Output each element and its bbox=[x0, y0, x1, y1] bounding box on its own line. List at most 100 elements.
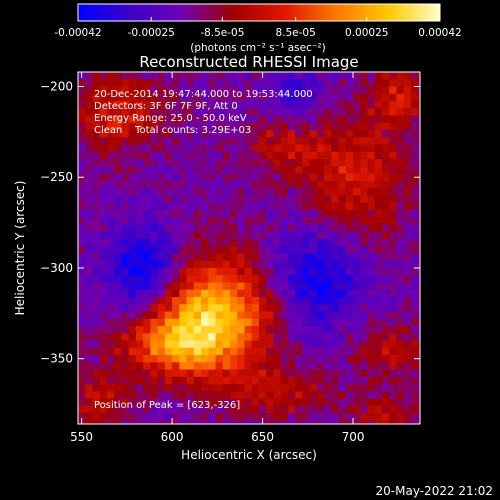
heatmap-cell bbox=[360, 188, 369, 196]
heatmap-cell bbox=[208, 253, 217, 262]
heatmap-cell bbox=[186, 122, 195, 131]
heatmap-cell bbox=[150, 202, 159, 211]
heatmap-cell bbox=[353, 101, 361, 109]
heatmap-cell bbox=[287, 282, 296, 291]
heatmap-cell bbox=[99, 304, 108, 313]
heatmap-cell bbox=[374, 405, 383, 414]
heatmap-cell bbox=[367, 159, 376, 167]
heatmap-cell bbox=[338, 188, 347, 196]
heatmap-cell bbox=[331, 420, 340, 424]
heatmap-cell bbox=[222, 209, 231, 218]
heatmap-cell bbox=[316, 398, 325, 407]
heatmap-cell bbox=[186, 202, 195, 211]
heatmap-cell bbox=[179, 384, 188, 392]
heatmap-cell bbox=[186, 304, 195, 313]
heatmap-cell bbox=[157, 405, 166, 414]
heatmap-cell bbox=[295, 195, 303, 204]
heatmap-cell bbox=[389, 362, 398, 371]
heatmap-cell bbox=[114, 180, 123, 189]
heatmap-cell bbox=[157, 202, 166, 211]
heatmap-cell bbox=[244, 413, 253, 421]
heatmap-cell bbox=[157, 173, 166, 182]
heatmap-cell bbox=[425, 137, 433, 145]
heatmap-cell bbox=[287, 311, 296, 320]
heatmap-cell bbox=[157, 130, 166, 138]
heatmap-cell bbox=[266, 209, 275, 218]
heatmap-cell bbox=[85, 166, 94, 175]
heatmap-cell bbox=[92, 122, 101, 131]
heatmap-cell bbox=[128, 282, 137, 291]
heatmap-cell bbox=[251, 275, 260, 284]
heatmap-cell bbox=[150, 398, 159, 407]
heatmap-cell bbox=[150, 355, 159, 363]
heatmap-cell bbox=[280, 326, 289, 334]
heatmap-cell bbox=[302, 326, 311, 334]
heatmap-cell bbox=[309, 195, 318, 204]
heatmap-cell bbox=[92, 362, 101, 371]
heatmap-cell bbox=[150, 311, 159, 320]
heatmap-cell bbox=[114, 333, 123, 342]
heatmap-cell bbox=[244, 188, 253, 196]
heatmap-cell bbox=[367, 260, 376, 269]
heatmap-cell bbox=[425, 370, 433, 378]
heatmap-cell bbox=[135, 195, 144, 204]
heatmap-cell bbox=[222, 217, 231, 226]
heatmap-cell bbox=[324, 355, 332, 363]
heatmap-cell bbox=[143, 369, 151, 378]
heatmap-cell bbox=[85, 122, 94, 131]
heatmap-cell bbox=[302, 195, 311, 204]
heatmap-cell bbox=[179, 340, 188, 349]
heatmap-cell bbox=[418, 217, 420, 226]
heatmap-cell bbox=[396, 72, 405, 80]
heatmap-cell bbox=[295, 246, 303, 255]
heatmap-cell bbox=[135, 405, 144, 414]
heatmap-cell bbox=[360, 355, 369, 363]
heatmap-cell bbox=[222, 224, 231, 233]
heatmap-cell bbox=[143, 173, 151, 182]
heatmap-cell bbox=[222, 376, 231, 385]
heatmap-cell bbox=[382, 72, 390, 80]
heatmap-cell bbox=[222, 362, 231, 371]
heatmap-cell bbox=[186, 398, 195, 407]
heatmap-cell bbox=[179, 391, 188, 400]
heatmap-cell bbox=[208, 93, 217, 102]
heatmap-cell bbox=[324, 398, 332, 407]
heatmap-cell bbox=[99, 79, 108, 88]
heatmap-cell bbox=[425, 399, 433, 407]
heatmap-cell bbox=[78, 166, 86, 175]
heatmap-cell bbox=[360, 173, 369, 182]
heatmap-cell bbox=[302, 238, 311, 247]
heatmap-cell bbox=[179, 79, 188, 88]
heatmap-cell bbox=[410, 144, 419, 153]
heatmap-cell bbox=[230, 108, 238, 117]
heatmap-cell bbox=[316, 238, 325, 247]
heatmap-cell bbox=[106, 362, 115, 371]
heatmap-cell bbox=[201, 115, 209, 124]
heatmap-cell bbox=[157, 311, 166, 320]
heatmap-cell bbox=[338, 180, 347, 189]
heatmap-cell bbox=[164, 108, 173, 117]
heatmap-cell bbox=[353, 159, 361, 167]
heatmap-cell bbox=[324, 173, 332, 182]
heatmap-cell bbox=[244, 202, 253, 211]
heatmap-cell bbox=[193, 86, 202, 95]
heatmap-cell bbox=[266, 391, 275, 400]
heatmap-cell bbox=[410, 180, 419, 189]
heatmap-cell bbox=[186, 108, 195, 117]
heatmap-cell bbox=[396, 340, 405, 349]
heatmap-cell bbox=[135, 180, 144, 189]
heatmap-cell bbox=[338, 93, 347, 102]
heatmap-cell bbox=[78, 238, 86, 247]
heatmap-cell bbox=[172, 296, 180, 305]
heatmap-cell bbox=[316, 376, 325, 385]
heatmap-cell bbox=[273, 289, 282, 298]
heatmap-cell bbox=[266, 376, 275, 385]
heatmap-cell bbox=[208, 108, 217, 117]
heatmap-cell bbox=[382, 318, 390, 327]
heatmap-cell bbox=[295, 72, 303, 80]
heatmap-cell bbox=[128, 384, 137, 392]
heatmap-cell bbox=[208, 413, 217, 421]
heatmap-cell bbox=[360, 369, 369, 378]
heatmap-cell bbox=[258, 369, 267, 378]
heatmap-cell bbox=[92, 79, 101, 88]
